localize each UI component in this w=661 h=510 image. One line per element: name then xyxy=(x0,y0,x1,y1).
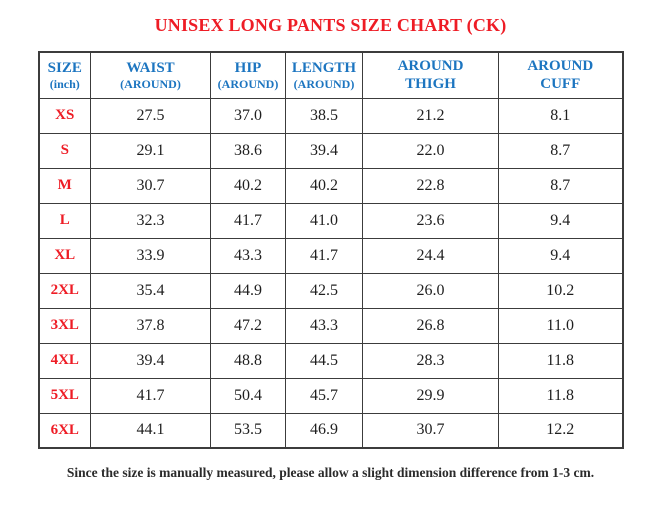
value-cell: 41.7 xyxy=(90,377,211,414)
size-cell: L xyxy=(38,202,91,239)
value-cell: 10.2 xyxy=(498,272,623,309)
value-cell: 43.3 xyxy=(285,307,363,344)
size-cell: S xyxy=(38,132,91,169)
table-row-6xl: 6XL 44.1 53.5 46.9 30.7 12.2 xyxy=(38,412,623,449)
value-cell: 30.7 xyxy=(90,167,211,204)
value-cell: 40.2 xyxy=(210,167,286,204)
value-cell: 45.7 xyxy=(285,377,363,414)
size-cell: M xyxy=(38,167,91,204)
header-line1: HIP xyxy=(234,59,262,76)
value-cell: 33.9 xyxy=(90,237,211,274)
value-cell: 44.9 xyxy=(210,272,286,309)
value-cell: 44.5 xyxy=(285,342,363,379)
header-line1: AROUND xyxy=(527,57,594,74)
value-cell: 29.1 xyxy=(90,132,211,169)
value-cell: 9.4 xyxy=(498,237,623,274)
header-line2: (AROUND) xyxy=(293,77,355,92)
table-row-xs: XS 27.5 37.0 38.5 21.2 8.1 xyxy=(38,97,623,134)
value-cell: 21.2 xyxy=(362,97,499,134)
value-cell: 22.8 xyxy=(362,167,499,204)
value-cell: 29.9 xyxy=(362,377,499,414)
table-row-5xl: 5XL 41.7 50.4 45.7 29.9 11.8 xyxy=(38,377,623,414)
header-cell-thigh: AROUND THIGH xyxy=(362,51,499,99)
value-cell: 22.0 xyxy=(362,132,499,169)
value-cell: 11.0 xyxy=(498,307,623,344)
value-cell: 35.4 xyxy=(90,272,211,309)
header-cell-waist: WAIST (AROUND) xyxy=(90,51,211,99)
table-row-l: L 32.3 41.7 41.0 23.6 9.4 xyxy=(38,202,623,239)
value-cell: 43.3 xyxy=(210,237,286,274)
header-line2: (AROUND) xyxy=(217,77,279,92)
value-cell: 50.4 xyxy=(210,377,286,414)
size-cell: 3XL xyxy=(38,307,91,344)
value-cell: 27.5 xyxy=(90,97,211,134)
table-body: XS 27.5 37.0 38.5 21.2 8.1 S 29.1 38.6 39.4 22.0 8.… xyxy=(38,97,623,449)
value-cell: 12.2 xyxy=(498,412,623,449)
header-line1: AROUND xyxy=(397,57,464,74)
header-cell-cuff: AROUND CUFF xyxy=(498,51,623,99)
table-row-3xl: 3XL 37.8 47.2 43.3 26.8 11.0 xyxy=(38,307,623,344)
value-cell: 8.7 xyxy=(498,167,623,204)
value-cell: 23.6 xyxy=(362,202,499,239)
size-cell: 2XL xyxy=(38,272,91,309)
value-cell: 42.5 xyxy=(285,272,363,309)
footer-note: Since the size is manually measured, ple… xyxy=(66,465,595,480)
value-cell: 11.8 xyxy=(498,342,623,379)
header-cell-length: LENGTH (AROUND) xyxy=(285,51,363,99)
table-row-s: S 29.1 38.6 39.4 22.0 8.7 xyxy=(38,132,623,169)
value-cell: 30.7 xyxy=(362,412,499,449)
header-line2: THIGH xyxy=(405,76,456,93)
value-cell: 46.9 xyxy=(285,412,363,449)
value-cell: 38.6 xyxy=(210,132,286,169)
value-cell: 41.7 xyxy=(285,237,363,274)
size-chart-table: SIZE (inch) WAIST (AROUND) HIP (AROUND) LENGTH… xyxy=(37,51,624,449)
header-line2: CUFF xyxy=(540,76,581,93)
header-line1: SIZE xyxy=(47,59,82,76)
size-cell: 4XL xyxy=(38,342,91,379)
value-cell: 47.2 xyxy=(210,307,286,344)
header-cell-size: SIZE (inch) xyxy=(38,51,91,99)
table-row-xl: XL 33.9 43.3 41.7 24.4 9.4 xyxy=(38,237,623,274)
page-title: UNISEX LONG PANTS SIZE CHART (CK) xyxy=(154,15,507,35)
table-header: SIZE (inch) WAIST (AROUND) HIP (AROUND) LENGTH… xyxy=(38,51,623,99)
header-cell-hip: HIP (AROUND) xyxy=(210,51,286,99)
value-cell: 8.7 xyxy=(498,132,623,169)
value-cell: 41.0 xyxy=(285,202,363,239)
value-cell: 9.4 xyxy=(498,202,623,239)
value-cell: 26.0 xyxy=(362,272,499,309)
value-cell: 53.5 xyxy=(210,412,286,449)
header-line1: WAIST xyxy=(126,59,175,76)
header-line2: (inch) xyxy=(49,77,80,92)
size-cell: XL xyxy=(38,237,91,274)
header-row: SIZE (inch) WAIST (AROUND) HIP (AROUND) LENGTH… xyxy=(38,51,623,99)
value-cell: 32.3 xyxy=(90,202,211,239)
table-row-m: M 30.7 40.2 40.2 22.8 8.7 xyxy=(38,167,623,204)
value-cell: 39.4 xyxy=(90,342,211,379)
size-cell: 6XL xyxy=(38,412,91,449)
value-cell: 44.1 xyxy=(90,412,211,449)
size-cell: 5XL xyxy=(38,377,91,414)
table-row-4xl: 4XL 39.4 48.8 44.5 28.3 11.8 xyxy=(38,342,623,379)
value-cell: 40.2 xyxy=(285,167,363,204)
value-cell: 8.1 xyxy=(498,97,623,134)
table-row-2xl: 2XL 35.4 44.9 42.5 26.0 10.2 xyxy=(38,272,623,309)
value-cell: 38.5 xyxy=(285,97,363,134)
value-cell: 28.3 xyxy=(362,342,499,379)
value-cell: 41.7 xyxy=(210,202,286,239)
value-cell: 11.8 xyxy=(498,377,623,414)
header-line1: LENGTH xyxy=(291,59,357,76)
header-line2: (AROUND) xyxy=(120,77,181,92)
value-cell: 26.8 xyxy=(362,307,499,344)
size-cell: XS xyxy=(38,97,91,134)
value-cell: 48.8 xyxy=(210,342,286,379)
value-cell: 39.4 xyxy=(285,132,363,169)
value-cell: 24.4 xyxy=(362,237,499,274)
value-cell: 37.0 xyxy=(210,97,286,134)
value-cell: 37.8 xyxy=(90,307,211,344)
